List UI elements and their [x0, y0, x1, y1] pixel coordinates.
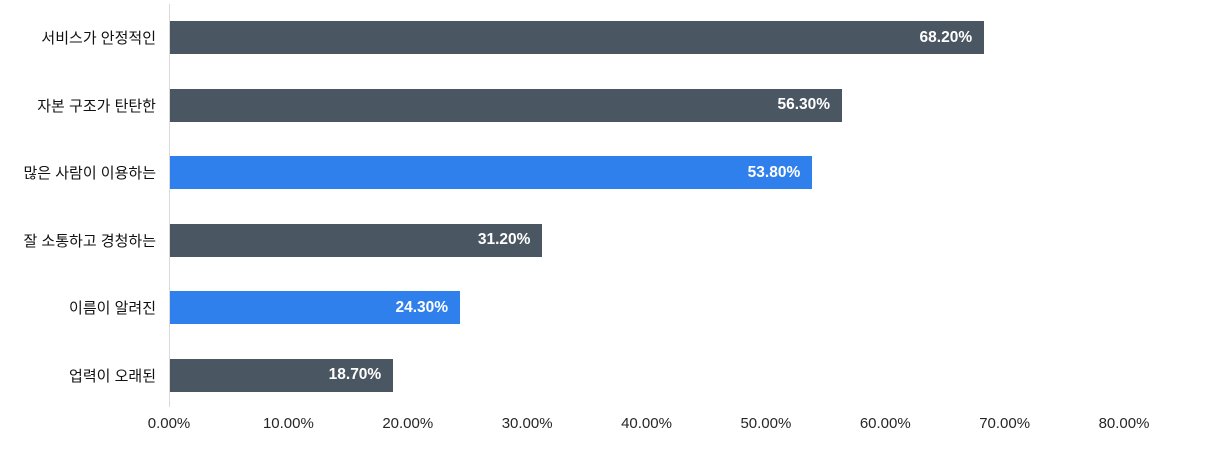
x-axis-tick-label: 30.00% [501, 415, 553, 432]
bar: 31.20% [170, 223, 543, 257]
bar-value-label: 68.20% [919, 28, 973, 46]
bar: 18.70% [170, 358, 394, 392]
bar-track: 31.20% [170, 223, 1125, 257]
bar: 53.80% [170, 156, 813, 190]
bar-track: 53.80% [170, 156, 1125, 190]
bar-row: 이름이 알려진 24.30% [0, 274, 1212, 342]
plot-area: 서비스가 안정적인 68.20% 자본 구조가 탄탄한 56.30% 많은 사람이 이용… [0, 4, 1212, 409]
x-axis-tick-label: 50.00% [740, 415, 792, 432]
bar-row: 서비스가 안정적인 68.20% [0, 4, 1212, 72]
bar-row: 많은 사람이 이용하는 53.80% [0, 139, 1212, 207]
bar: 56.30% [170, 88, 843, 122]
x-axis: 0.00% 10.00% 20.00% 30.00% 40.00% 50.00% 60.00… [0, 415, 1212, 445]
bar-row: 업력이 오래된 18.70% [0, 342, 1212, 410]
bar-value-label: 31.20% [477, 231, 531, 249]
category-label: 잘 소통하고 경청하는 [23, 232, 156, 250]
x-axis-tick-label: 10.00% [262, 415, 314, 432]
x-axis-tick-label: 40.00% [621, 415, 672, 432]
category-label: 업력이 오래된 [69, 367, 156, 385]
x-axis-tick-label: 60.00% [859, 415, 911, 432]
category-label: 서비스가 안정적인 [41, 30, 156, 48]
bar: 24.30% [170, 291, 461, 325]
bar-value-label: 53.80% [747, 163, 801, 181]
category-label: 많은 사람이 이용하는 [23, 165, 156, 183]
x-axis-tick-label: 80.00% [1098, 415, 1150, 432]
bar-value-label: 18.70% [328, 366, 382, 384]
x-axis-tick-label: 0.00% [147, 415, 191, 432]
bar-value-label: 56.30% [777, 96, 831, 114]
bar-track: 18.70% [170, 358, 1125, 392]
x-axis-tick-label: 70.00% [979, 415, 1031, 432]
bar-track: 24.30% [170, 291, 1125, 325]
bar-track: 68.20% [170, 21, 1125, 55]
category-label: 이름이 알려진 [69, 300, 156, 318]
bar: 68.20% [170, 21, 985, 55]
bar-track: 56.30% [170, 88, 1125, 122]
category-label: 자본 구조가 탄탄한 [37, 97, 156, 115]
y-axis-line [169, 4, 170, 407]
bar-row: 자본 구조가 탄탄한 56.30% [0, 72, 1212, 140]
bar-value-label: 24.30% [395, 298, 449, 316]
bar-row: 잘 소통하고 경청하는 31.20% [0, 207, 1212, 275]
x-axis-tick-label: 20.00% [382, 415, 434, 432]
